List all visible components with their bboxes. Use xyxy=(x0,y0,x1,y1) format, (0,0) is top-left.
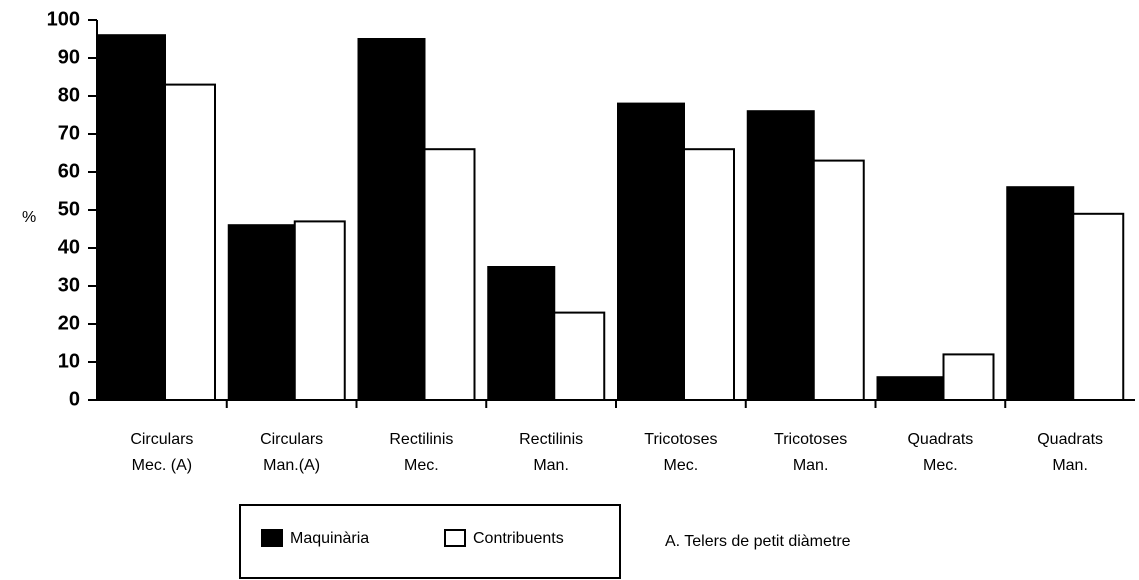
y-tick-label: 90 xyxy=(58,46,80,68)
bar xyxy=(746,110,815,401)
bar xyxy=(1072,212,1125,401)
y-tick-label: 80 xyxy=(58,84,80,106)
x-tick-label: Quadrats xyxy=(907,431,973,448)
x-tick-label: Man.(A) xyxy=(263,457,320,474)
x-tick-label: Man. xyxy=(793,457,829,474)
bar xyxy=(164,83,216,401)
bar xyxy=(942,353,995,401)
legend-swatch xyxy=(261,529,283,547)
legend-box xyxy=(239,504,621,579)
bar xyxy=(1006,186,1075,401)
y-tick-label: 10 xyxy=(58,350,80,372)
y-tick-label: 100 xyxy=(47,8,80,30)
x-tick-label: Circulars xyxy=(260,431,323,448)
x-tick-label: Man. xyxy=(1052,457,1088,474)
x-tick-label: Tricotoses xyxy=(644,431,717,448)
x-tick-label: Tricotoses xyxy=(774,431,847,448)
x-tick-label: Rectilinis xyxy=(389,431,453,448)
x-tick-label: Mec. (A) xyxy=(132,457,192,474)
y-tick-label: 60 xyxy=(58,160,80,182)
bar xyxy=(683,148,735,401)
y-tick-label: 50 xyxy=(58,198,80,220)
bar xyxy=(98,34,166,401)
x-tick-label: Man. xyxy=(533,457,569,474)
annotation: A. Telers de petit diàmetre xyxy=(665,533,851,550)
bar xyxy=(876,376,945,402)
y-tick-label: 30 xyxy=(58,274,80,296)
bar xyxy=(617,102,685,401)
y-axis-label: % xyxy=(22,209,36,226)
x-tick-label: Mec. xyxy=(664,457,699,474)
legend-label: Maquinària xyxy=(290,530,369,547)
x-tick-label: Mec. xyxy=(923,457,958,474)
x-tick-label: Mec. xyxy=(404,457,439,474)
bar xyxy=(423,148,476,401)
legend-label: Contribuents xyxy=(473,530,564,547)
bar xyxy=(293,220,346,401)
x-tick-label: Circulars xyxy=(130,431,193,448)
y-tick-label: 0 xyxy=(69,388,80,410)
bar xyxy=(812,159,865,401)
y-tick-label: 70 xyxy=(58,122,80,144)
bar xyxy=(487,266,556,401)
y-tick-label: 20 xyxy=(58,312,80,334)
legend-swatch xyxy=(444,529,466,547)
x-tick-label: Rectilinis xyxy=(519,431,583,448)
x-tick-label: Quadrats xyxy=(1037,431,1103,448)
bar xyxy=(227,224,296,401)
bar xyxy=(553,311,606,402)
y-tick-label: 40 xyxy=(58,236,80,258)
bar xyxy=(357,38,426,401)
